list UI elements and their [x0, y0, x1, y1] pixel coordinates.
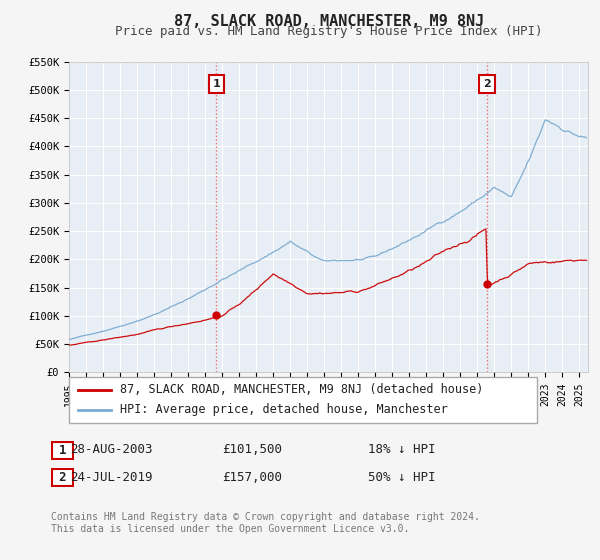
Text: 87, SLACK ROAD, MANCHESTER, M9 8NJ: 87, SLACK ROAD, MANCHESTER, M9 8NJ	[173, 14, 484, 29]
Text: Price paid vs. HM Land Registry's House Price Index (HPI): Price paid vs. HM Land Registry's House …	[115, 25, 542, 38]
Text: 28-AUG-2003: 28-AUG-2003	[70, 443, 152, 456]
Text: 1: 1	[59, 444, 66, 457]
Text: 2: 2	[483, 79, 491, 89]
Text: £101,500: £101,500	[222, 443, 282, 456]
Text: 24-JUL-2019: 24-JUL-2019	[70, 470, 152, 484]
Text: HPI: Average price, detached house, Manchester: HPI: Average price, detached house, Manc…	[121, 403, 448, 417]
Text: Contains HM Land Registry data © Crown copyright and database right 2024.
This d: Contains HM Land Registry data © Crown c…	[51, 512, 480, 534]
Text: 2: 2	[59, 471, 66, 484]
Text: 50% ↓ HPI: 50% ↓ HPI	[368, 470, 436, 484]
FancyBboxPatch shape	[52, 469, 73, 486]
Text: £157,000: £157,000	[222, 470, 282, 484]
FancyBboxPatch shape	[69, 377, 537, 423]
Text: 1: 1	[212, 79, 220, 89]
FancyBboxPatch shape	[52, 442, 73, 459]
Text: 87, SLACK ROAD, MANCHESTER, M9 8NJ (detached house): 87, SLACK ROAD, MANCHESTER, M9 8NJ (deta…	[121, 383, 484, 396]
Text: 18% ↓ HPI: 18% ↓ HPI	[368, 443, 436, 456]
